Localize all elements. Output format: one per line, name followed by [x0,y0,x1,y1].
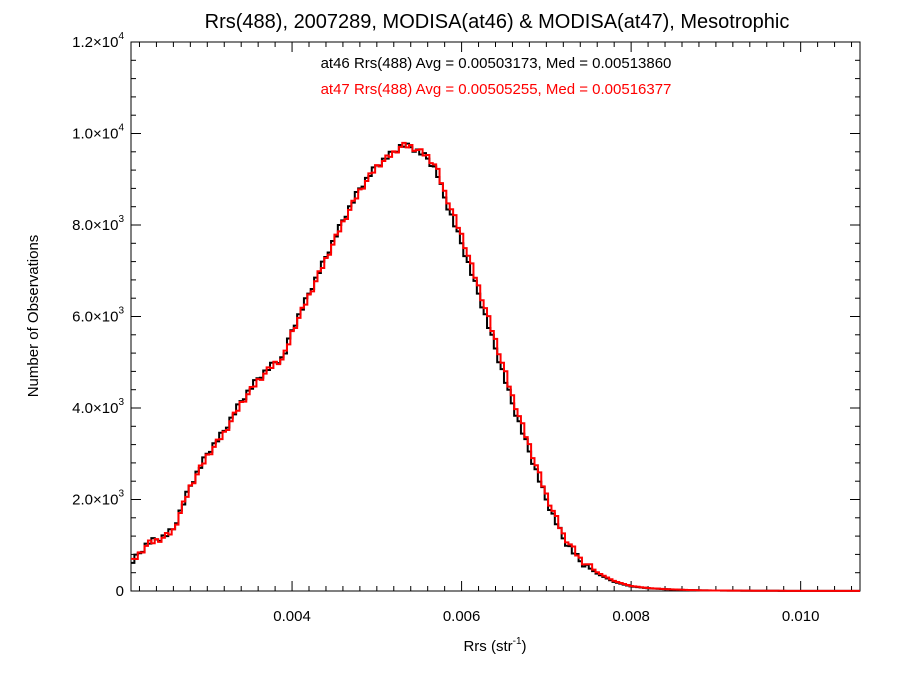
x-tick-label: 0.008 [612,608,650,625]
y-tick-mantissa: 1.2×10 [72,34,118,51]
y-tick-label: 4.0×103​ [72,397,124,417]
y-tick-mantissa: 1.0×10 [72,126,118,143]
plot-frame [130,41,861,592]
x-tick-label: 0.010 [782,608,820,625]
y-tick-mantissa: 2.0×10 [72,492,118,509]
y-tick-exponent: 3 [118,489,124,500]
y-tick-label: 1.0×104​ [72,123,124,143]
y-tick-label: 2.0×103​ [72,489,124,509]
y-tick-exponent: 4 [118,123,124,134]
x-axis-ticks: 0.004 0.006 0.008 0.010 [138,42,853,625]
y-tick-label: 1.2×104​ [72,31,124,51]
y-tick-mantissa: 0 [116,583,124,600]
y-tick-exponent: 4 [118,31,124,42]
x-tick-label: 0.004 [273,608,311,625]
x-axis-label: Rrs (str-1) [463,636,526,655]
x-tick-label: 0.006 [443,608,481,625]
x-axis-label-close: ) [522,638,527,655]
annotation-at46: at46 Rrs(488) Avg = 0.00503173, Med = 0.… [321,55,672,72]
series-at46-line [131,142,860,592]
y-tick-exponent: 3 [118,397,124,408]
y-tick-mantissa: 4.0×10 [72,400,118,417]
series-at47-line [131,141,860,592]
y-tick-label: 6.0×103​ [72,306,124,326]
chart-title: Rrs(488), 2007289, MODISA(at46) & MODISA… [205,11,790,33]
annotation-at47: at47 Rrs(488) Avg = 0.00505255, Med = 0.… [321,81,672,98]
series-layer [131,141,860,592]
y-tick-label: 0 [116,583,124,600]
x-axis-label-sup: -1 [513,636,522,647]
y-axis-label: Number of Observations [25,235,42,398]
y-tick-exponent: 3 [118,214,124,225]
y-tick-mantissa: 6.0×10 [72,309,118,326]
y-tick-exponent: 3 [118,306,124,317]
y-axis-ticks: 02.0×103​4.0×103​6.0×103​8.0×103​1.0×104… [72,31,860,600]
x-axis-label-main: Rrs (str [463,638,512,655]
y-tick-label: 8.0×103​ [72,214,124,234]
y-tick-mantissa: 8.0×10 [72,217,118,234]
